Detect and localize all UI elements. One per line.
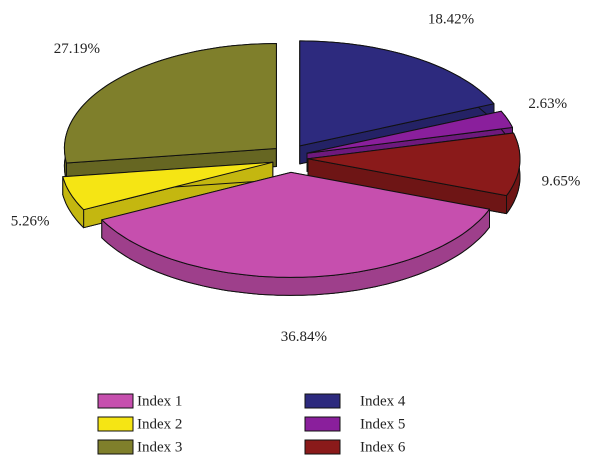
slice (299, 40, 495, 147)
slice (62, 161, 274, 211)
slice (306, 110, 513, 154)
legend-label: Index 1 (137, 393, 182, 409)
value-label: 27.19% (54, 41, 100, 57)
legend-label: Index 6 (360, 439, 406, 455)
value-label: 5.26% (11, 214, 50, 230)
legend-label: Index 2 (137, 416, 182, 432)
legend-swatch (304, 439, 341, 455)
legend-label: Index 4 (360, 393, 406, 409)
legend-swatch (97, 416, 134, 432)
slice (101, 171, 490, 278)
legend-swatch (97, 439, 134, 455)
legend-swatch (97, 393, 134, 409)
legend-label: Index 3 (137, 439, 182, 455)
value-label: 9.65% (542, 174, 581, 190)
slice (307, 132, 521, 197)
value-label: 18.42% (428, 11, 474, 27)
slice (63, 43, 277, 164)
legend-swatch (304, 393, 341, 409)
value-label: 2.63% (528, 96, 567, 112)
legend-label: Index 5 (360, 416, 405, 432)
value-label: 36.84% (281, 329, 327, 345)
legend-swatch (304, 416, 341, 432)
